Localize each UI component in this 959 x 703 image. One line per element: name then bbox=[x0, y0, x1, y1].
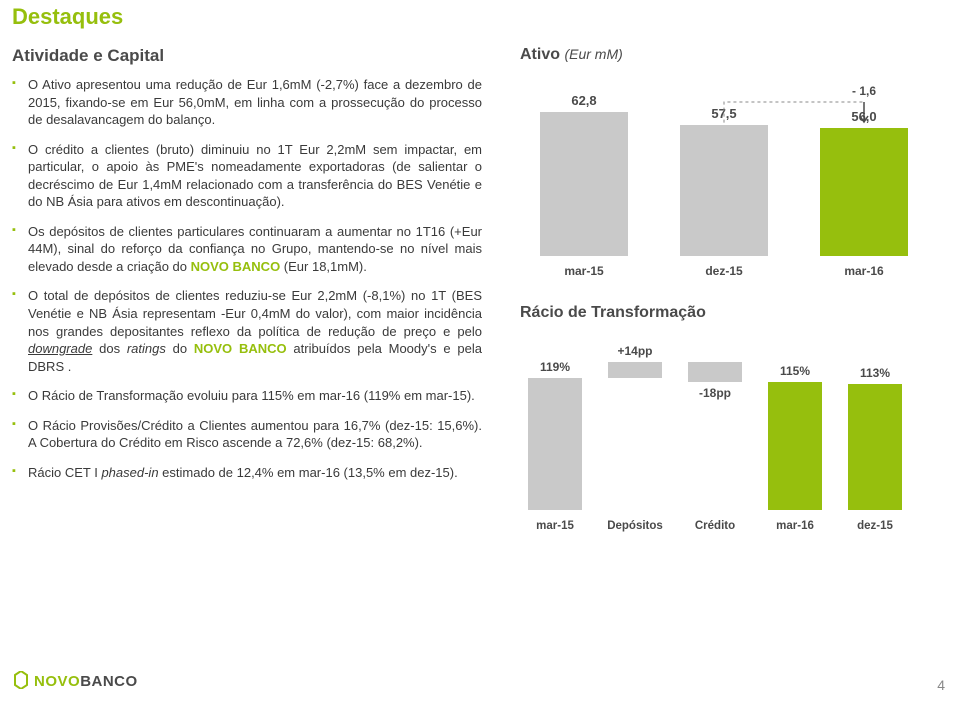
bullet-item: O Rácio de Transformação evoluiu para 11… bbox=[12, 387, 482, 405]
chart2-bar bbox=[768, 382, 822, 510]
racio-chart: 119%mar-15+14ppDepósitos-18ppCrédito115%… bbox=[520, 334, 920, 534]
chart1-title-text: Ativo bbox=[520, 46, 560, 63]
logo: NOVOBANCO bbox=[12, 671, 138, 693]
chart2-value-label: -18pp bbox=[688, 386, 742, 400]
bullet-item: O Ativo apresentou uma redução de Eur 1,… bbox=[12, 76, 482, 129]
chart2-category-label: dez-15 bbox=[836, 520, 914, 532]
bullet-item: Os depósitos de clientes particulares co… bbox=[12, 223, 482, 276]
page-title: Destaques bbox=[12, 4, 123, 30]
chart2-category-label: Depósitos bbox=[596, 520, 674, 532]
chart2-bar bbox=[528, 378, 582, 510]
chart1-connector bbox=[520, 80, 920, 280]
page-number: 4 bbox=[937, 677, 945, 693]
bullet-item: O crédito a clientes (bruto) diminuiu no… bbox=[12, 141, 482, 211]
chart1-title: Ativo (Eur mM) bbox=[520, 46, 935, 64]
chart2-category-label: mar-15 bbox=[516, 520, 594, 532]
right-column: Ativo (Eur mM) 62,8mar-1557,5dez-1556,0m… bbox=[520, 46, 935, 534]
chart2-bar bbox=[688, 362, 742, 382]
logo-brand: NOVO bbox=[34, 673, 80, 690]
chart2-value-label: 115% bbox=[768, 364, 822, 378]
bullet-item: O Rácio Provisões/Crédito a Clientes aum… bbox=[12, 417, 482, 452]
bullet-item: Rácio CET I phased-in estimado de 12,4% … bbox=[12, 464, 482, 482]
chart2-value-label: +14pp bbox=[608, 344, 662, 358]
chart2-category-label: Crédito bbox=[676, 520, 754, 532]
chart2-value-label: 113% bbox=[848, 366, 902, 380]
chart2-bar bbox=[848, 384, 902, 510]
chart2-value-label: 119% bbox=[528, 360, 582, 374]
logo-icon bbox=[12, 671, 30, 693]
ativo-chart: 62,8mar-1557,5dez-1556,0mar-16- 1,6 bbox=[520, 80, 920, 280]
chart2-category-label: mar-16 bbox=[756, 520, 834, 532]
section-title: Atividade e Capital bbox=[12, 46, 164, 66]
bullet-list: O Ativo apresentou uma redução de Eur 1,… bbox=[12, 76, 482, 493]
chart2-bar bbox=[608, 362, 662, 378]
chart1-subtitle: (Eur mM) bbox=[564, 46, 622, 62]
bullet-item: O total de depósitos de clientes reduziu… bbox=[12, 287, 482, 375]
logo-brand2: BANCO bbox=[80, 673, 138, 690]
chart2-title: Rácio de Transformação bbox=[520, 304, 935, 322]
